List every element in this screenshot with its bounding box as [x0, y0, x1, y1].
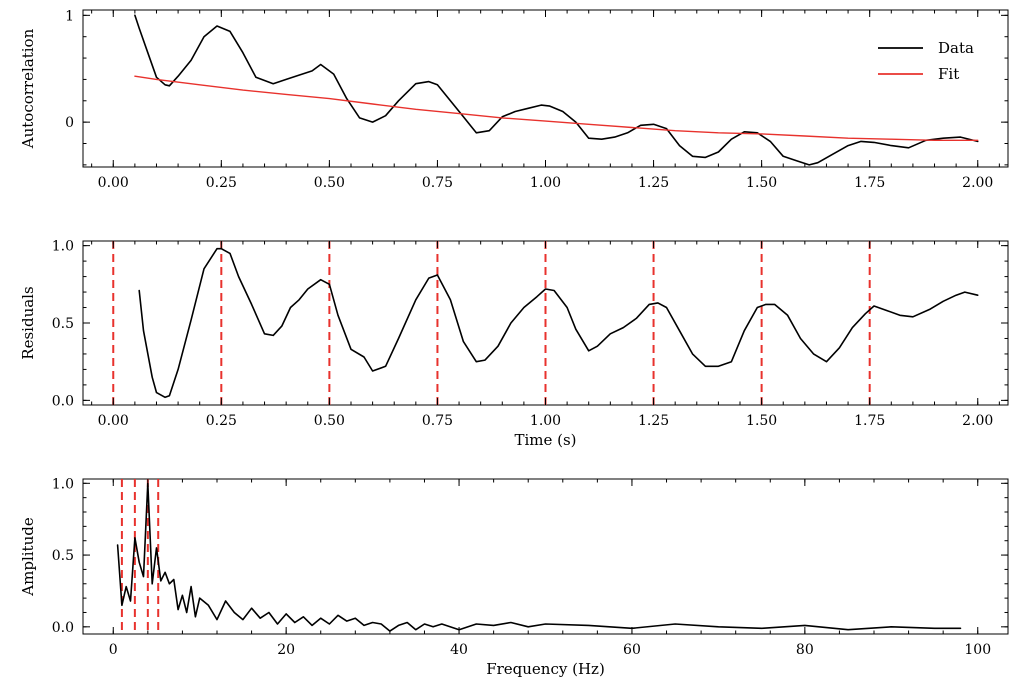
panel-1: 0.00 0.25 0.50 0.75 1.00 1.25 1.50 1.75 2.00 0 1 Au…	[19, 8, 1009, 191]
x-tick-label: 40	[450, 642, 468, 658]
x-tick-label: 1.50	[746, 413, 777, 429]
panel-2: 0.00 0.25 0.50 0.75 1.00 1.25 1.50 1.75 2.00 0.0 0…	[19, 239, 1009, 449]
x-tick-label: 1.00	[530, 413, 561, 429]
y-tick-label: 0	[65, 115, 74, 131]
x-tick-label: 0.25	[206, 175, 237, 191]
y-tick-label: 1.0	[52, 476, 74, 492]
x-tick-label: 1.00	[530, 175, 561, 191]
series-residuals	[138, 247, 979, 399]
x-tick-label: 0.75	[422, 175, 453, 191]
legend-label-fit: Fit	[938, 65, 959, 83]
y-tick-label: 1.0	[52, 239, 74, 255]
panel-3: 0 20 40 60 80 100 0.0 0.5 1.0 Amplitude Frequency …	[19, 476, 1009, 678]
y-tick-label: 1	[65, 8, 74, 24]
x-tick-label: 0	[109, 642, 118, 658]
x-axis-label: Time (s)	[514, 431, 576, 449]
legend: Data Fit	[878, 39, 974, 83]
y-tick-label: 0.0	[52, 393, 74, 409]
series-fit	[134, 75, 979, 142]
x-tick-label: 1.50	[746, 175, 777, 191]
x-tick-label: 0.75	[422, 413, 453, 429]
x-tick-label: 100	[964, 642, 991, 658]
series-amplitude	[116, 482, 962, 632]
x-axis-label: Frequency (Hz)	[486, 660, 605, 678]
y-tick-label: 0.0	[52, 620, 74, 636]
plot-frame	[82, 478, 1009, 635]
x-tick-label: 1.25	[638, 413, 669, 429]
x-tick-label: 0.50	[314, 175, 345, 191]
series-data	[134, 14, 979, 166]
x-tick-label: 20	[277, 642, 295, 658]
y-axis-label: Autocorrelation	[19, 28, 37, 149]
x-tick-label: 1.75	[854, 413, 885, 429]
y-axis-label: Residuals	[19, 286, 37, 359]
y-tick-label: 0.5	[52, 316, 74, 332]
x-tick-label: 1.75	[854, 175, 885, 191]
x-tick-label: 60	[623, 642, 641, 658]
y-tick-label: 0.5	[52, 548, 74, 564]
x-tick-label: 0.25	[206, 413, 237, 429]
legend-label-data: Data	[938, 39, 974, 57]
x-tick-label: 80	[796, 642, 814, 658]
x-tick-label: 2.00	[962, 175, 993, 191]
y-axis-label: Amplitude	[19, 517, 37, 597]
x-tick-label: 0.00	[98, 175, 129, 191]
x-tick-label: 0.00	[98, 413, 129, 429]
x-tick-label: 2.00	[962, 413, 993, 429]
x-tick-label: 1.25	[638, 175, 669, 191]
plot-frame	[82, 9, 1009, 168]
x-tick-label: 0.50	[314, 413, 345, 429]
